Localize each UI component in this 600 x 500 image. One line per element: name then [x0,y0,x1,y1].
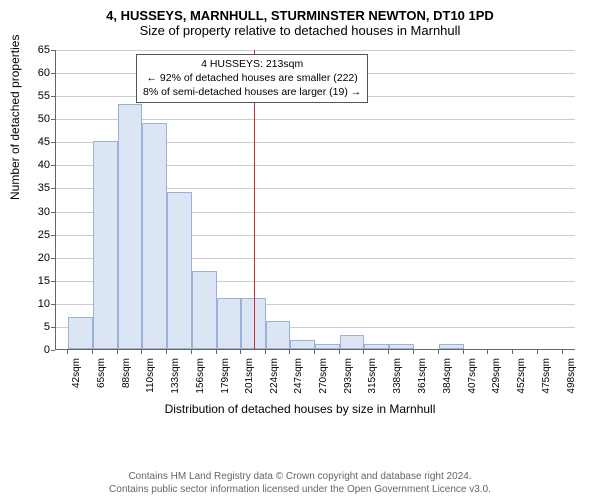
x-tick-label: 201sqm [244,358,255,402]
x-tick-mark [339,350,340,354]
x-tick-label: 452sqm [516,358,527,402]
x-tick-label: 110sqm [145,358,156,402]
x-tick-label: 247sqm [293,358,304,402]
x-tick-mark [512,350,513,354]
x-tick-label: 65sqm [96,358,107,402]
title-sub: Size of property relative to detached ho… [0,23,600,40]
x-tick-mark [240,350,241,354]
y-tick-label: 0 [0,344,50,356]
histogram-bar [364,344,389,349]
x-tick-mark [487,350,488,354]
y-tick-label: 50 [0,113,50,125]
x-tick-mark [413,350,414,354]
x-tick-label: 133sqm [170,358,181,402]
y-tick-label: 15 [0,275,50,287]
x-tick-label: 179sqm [220,358,231,402]
x-tick-mark [166,350,167,354]
y-tick-label: 25 [0,229,50,241]
footer-line2: Contains public sector information licen… [0,483,600,496]
x-tick-label: 156sqm [195,358,206,402]
x-tick-label: 338sqm [392,358,403,402]
x-tick-label: 315sqm [367,358,378,402]
y-tick-label: 20 [0,252,50,264]
annotation-line1: 4 HUSSEYS: 213sqm [143,57,361,71]
histogram-bar [192,271,217,349]
y-tick-label: 10 [0,298,50,310]
x-tick-mark [191,350,192,354]
y-tick-label: 55 [0,90,50,102]
y-tick-label: 45 [0,136,50,148]
annotation-box: 4 HUSSEYS: 213sqm ← 92% of detached hous… [136,54,368,103]
x-tick-label: 429sqm [491,358,502,402]
histogram-bar [167,192,192,349]
x-tick-label: 42sqm [71,358,82,402]
x-tick-mark [289,350,290,354]
x-tick-label: 407sqm [467,358,478,402]
x-tick-mark [562,350,563,354]
title-main: 4, HUSSEYS, MARNHULL, STURMINSTER NEWTON… [0,0,600,23]
y-tick-label: 5 [0,321,50,333]
histogram-bar [340,335,364,349]
x-tick-mark [438,350,439,354]
x-tick-mark [92,350,93,354]
y-tick-label: 30 [0,206,50,218]
x-tick-mark [314,350,315,354]
gridline [56,50,575,51]
y-tick-label: 60 [0,67,50,79]
x-tick-mark [388,350,389,354]
x-tick-mark [141,350,142,354]
y-tick-label: 40 [0,159,50,171]
x-tick-mark [537,350,538,354]
histogram-bar [266,321,291,349]
histogram-bar [389,344,414,349]
x-tick-mark [117,350,118,354]
x-tick-label: 498sqm [566,358,577,402]
footer: Contains HM Land Registry data © Crown c… [0,470,600,496]
histogram-bar [439,344,464,349]
plot-area: 4 HUSSEYS: 213sqm ← 92% of detached hous… [55,50,575,350]
histogram-bar [290,340,315,349]
histogram-bar [217,298,241,349]
x-tick-label: 384sqm [442,358,453,402]
x-tick-mark [216,350,217,354]
footer-line1: Contains HM Land Registry data © Crown c… [0,470,600,483]
x-tick-mark [363,350,364,354]
x-tick-label: 293sqm [343,358,354,402]
y-tick-mark [51,350,55,351]
chart-container: Number of detached properties 0510152025… [0,40,600,420]
x-tick-mark [67,350,68,354]
y-tick-label: 65 [0,44,50,56]
x-tick-mark [265,350,266,354]
annotation-line3: 8% of semi-detached houses are larger (1… [143,85,361,99]
x-axis-label: Distribution of detached houses by size … [0,402,600,418]
x-tick-label: 88sqm [121,358,132,402]
histogram-bar [93,141,118,349]
x-tick-label: 361sqm [417,358,428,402]
x-tick-label: 475sqm [541,358,552,402]
histogram-bar [118,104,142,349]
y-tick-label: 35 [0,182,50,194]
x-tick-label: 224sqm [269,358,280,402]
x-tick-label: 270sqm [318,358,329,402]
histogram-bar [315,344,340,349]
annotation-line2: ← 92% of detached houses are smaller (22… [143,71,361,85]
histogram-bar [68,317,93,349]
histogram-bar [142,123,167,349]
x-tick-mark [463,350,464,354]
